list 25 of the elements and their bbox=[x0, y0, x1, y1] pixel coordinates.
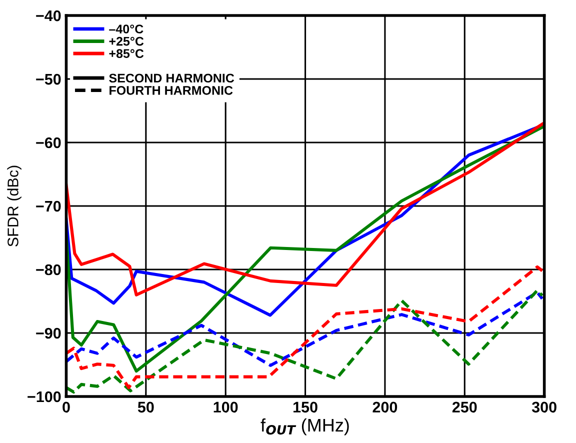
y-tick-label: −90 bbox=[36, 328, 61, 339]
x-axis-title: f$_{OUT}$ (MHz) bbox=[260, 418, 349, 436]
line-series bbox=[66, 290, 544, 367]
y-axis-title: SFDR (dBc) bbox=[7, 166, 22, 246]
x-tick-label: 300 bbox=[532, 402, 556, 413]
x-tick-label: 50 bbox=[138, 402, 154, 413]
line-series bbox=[66, 126, 544, 373]
x-tick-label: 0 bbox=[62, 402, 70, 413]
legend-label: +25°C bbox=[109, 36, 144, 46]
y-tick-label: −40 bbox=[36, 10, 61, 22]
y-tick-label: −60 bbox=[36, 137, 61, 148]
x-tick-label: 250 bbox=[452, 402, 477, 413]
y-tick-label: −70 bbox=[36, 200, 61, 212]
y-tick-label: −50 bbox=[36, 74, 61, 85]
x-tick-label: 150 bbox=[294, 402, 318, 413]
legend-label: –40°C bbox=[109, 24, 144, 34]
y-tick-label: −100 bbox=[28, 391, 61, 402]
line-series bbox=[66, 265, 544, 390]
legend-label: +85°C bbox=[109, 49, 144, 58]
annotation: SECOND HARMONIC bbox=[109, 74, 234, 83]
annotation: FOURTH HARMONIC bbox=[110, 86, 233, 95]
y-tick-label: −80 bbox=[36, 264, 61, 276]
line-series bbox=[66, 288, 544, 394]
x-tick-label: 100 bbox=[214, 402, 238, 413]
x-tick-label: 200 bbox=[372, 402, 398, 413]
